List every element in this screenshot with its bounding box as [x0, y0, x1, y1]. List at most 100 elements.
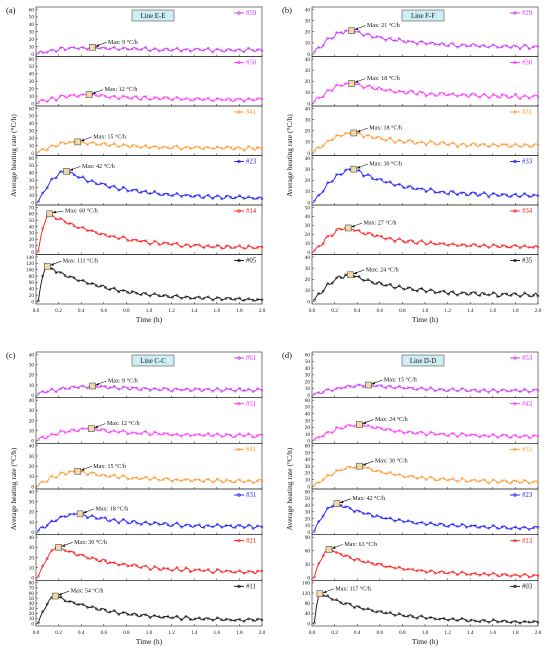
series-point [527, 97, 531, 100]
x-tick-label: 0.6 [100, 308, 107, 314]
y-tick-label: 80 [29, 274, 35, 280]
series-point [330, 473, 334, 477]
y-tick-label: 20 [29, 510, 35, 516]
series-point [442, 242, 446, 246]
series-point [509, 389, 513, 393]
series-point [500, 433, 504, 437]
series-point [202, 196, 206, 200]
series-point [518, 621, 522, 625]
series-point [99, 143, 103, 146]
series-point [491, 192, 495, 195]
series-point [112, 561, 116, 564]
series-point [153, 47, 156, 51]
peak-annotation: Max: 9 °C/h [108, 378, 138, 385]
series-point [335, 469, 338, 472]
peak-marker [74, 468, 82, 475]
x-tick-label: 0.8 [399, 630, 406, 636]
series-point [220, 618, 224, 622]
series-point [518, 481, 522, 485]
series-point [153, 189, 156, 193]
series-point [424, 143, 428, 147]
x-tick-label: 1.0 [422, 630, 429, 636]
series-point [135, 188, 139, 192]
series-point [518, 390, 522, 393]
series-point [36, 483, 40, 487]
series-point [514, 192, 517, 196]
y-tick-label: 40 [305, 57, 311, 63]
peak-arrowhead [339, 500, 344, 504]
series-point [380, 178, 383, 181]
series-point [321, 242, 325, 245]
series-point [238, 569, 241, 573]
peak-annotation: Max: 18 °C/h [367, 75, 400, 82]
x-tick-label: 1.4 [467, 308, 474, 314]
series-point [469, 191, 473, 195]
series-point [198, 243, 201, 247]
series-point [411, 520, 415, 524]
series-point [474, 388, 477, 392]
series-point [36, 575, 40, 578]
series-point [339, 134, 343, 138]
series-point [397, 182, 401, 186]
series-point [371, 561, 374, 565]
series-point [184, 615, 188, 618]
peak-arrowhead [80, 138, 85, 142]
series-point [433, 142, 437, 146]
series-point [104, 559, 107, 562]
series-point [411, 431, 415, 435]
series-point [366, 173, 370, 177]
series-point [474, 191, 477, 195]
peak-annotation: Max: 15 °C/h [93, 133, 126, 140]
series-point [460, 387, 464, 390]
y-tick-label: 30 [305, 373, 311, 379]
series-point [68, 550, 71, 553]
series-point [247, 569, 250, 573]
series-point [166, 615, 170, 618]
y-tick-label: 20 [305, 232, 311, 238]
y-tick-label: 120 [302, 591, 310, 597]
series-point [50, 549, 54, 552]
series-point [220, 246, 224, 250]
legend-label: #51 [246, 401, 256, 408]
series-point [251, 298, 255, 302]
series-point [99, 516, 103, 520]
series-point [523, 620, 526, 623]
series-point [397, 384, 401, 388]
series-point [189, 434, 192, 438]
series-point [496, 144, 500, 148]
y-tick-label: 30 [29, 499, 35, 505]
series-point [505, 44, 509, 48]
series-point [433, 242, 437, 246]
series-line [313, 593, 539, 624]
series-point [339, 468, 343, 472]
y-tick-label: 40 [29, 398, 35, 404]
series-point [50, 96, 54, 99]
series-point [59, 46, 62, 49]
series-point [112, 429, 116, 433]
y-tick-label: 30 [305, 562, 311, 568]
series-point [242, 149, 246, 152]
series-point [229, 618, 233, 622]
series-point [451, 570, 455, 574]
series-point [447, 389, 450, 392]
series-point [456, 145, 459, 149]
series-point [251, 246, 255, 250]
series-point [99, 474, 103, 477]
series-point [518, 145, 522, 148]
series-point [380, 87, 383, 91]
series-point [180, 49, 183, 53]
series-point [121, 289, 125, 292]
series-point [371, 609, 374, 613]
series-point [438, 43, 441, 47]
series-point [157, 522, 161, 526]
series-line [37, 595, 263, 624]
series-point [420, 521, 424, 524]
series-point [171, 48, 174, 52]
peak-marker [76, 510, 84, 518]
series-point [45, 186, 49, 190]
series-point [317, 520, 321, 523]
x-tick-label: 1.8 [512, 630, 519, 636]
series-point [112, 384, 116, 388]
series-point [229, 195, 233, 199]
peak-marker [350, 165, 358, 173]
